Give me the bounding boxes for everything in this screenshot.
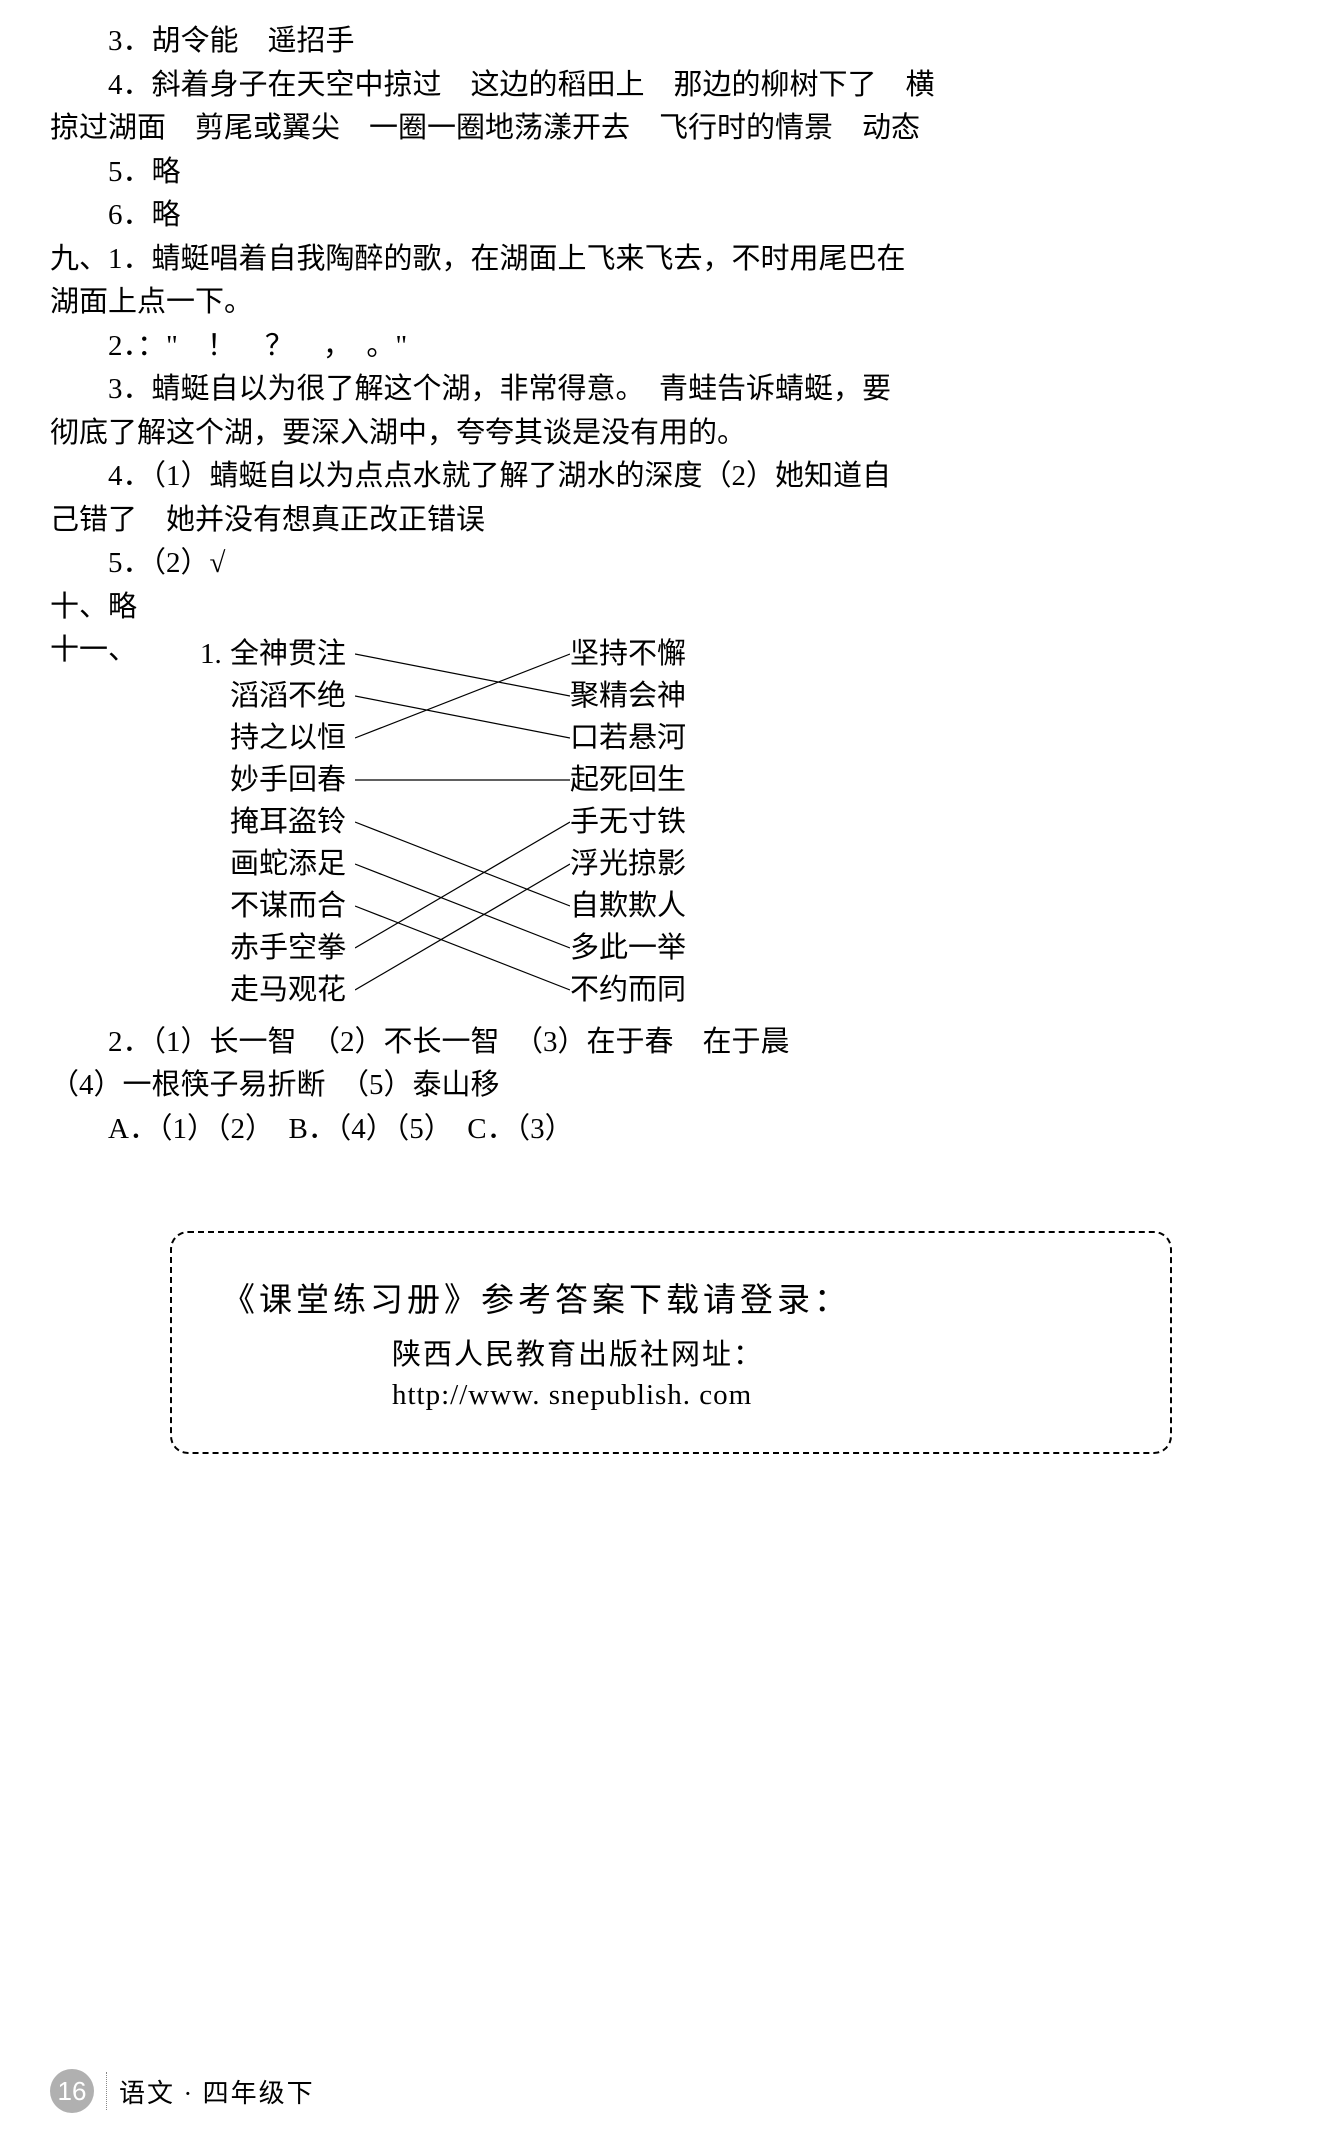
matching-left-column: 全神贯注滔滔不绝持之以恒妙手回春掩耳盗铃画蛇添足不谋而合赤手空拳走马观花	[230, 633, 346, 1011]
section-11-2a: 2．（1）长一智 （2）不长一智 （3）在于春 在于晨	[50, 1021, 1292, 1065]
download-notice-box: 《课堂练习册》参考答案下载请登录： 陕西人民教育出版社网址： http://ww…	[170, 1231, 1172, 1454]
matching-lines	[355, 643, 570, 1013]
section-9-4a: 4．（1）蜻蜓自以为点点水就了解了湖水的深度（2）她知道自	[50, 455, 1292, 499]
section-11-2c: A．（1）（2） B．（4）（5） C．（3）	[50, 1108, 1292, 1152]
match-left-item: 妙手回春	[230, 759, 346, 801]
section-9-2: 2．：" ！ ？ ， 。"	[50, 325, 1292, 369]
matching-number: 1.	[200, 633, 222, 677]
section-9-1a: 九、1．蜻蜓唱着自我陶醉的歌，在湖面上飞来飞去，不时用尾巴在	[50, 238, 1292, 282]
page-subject-label: 语文 · 四年级下	[106, 2072, 315, 2110]
section-10: 十、略	[50, 586, 1292, 630]
publisher-url: http://www. snepublish. com	[392, 1379, 1140, 1412]
matching-right-column: 坚持不懈聚精会神口若悬河起死回生手无寸铁浮光掠影自欺欺人多此一举不约而同	[570, 633, 686, 1011]
match-right-item: 手无寸铁	[570, 801, 686, 843]
match-left-item: 滔滔不绝	[230, 675, 346, 717]
matching-exercise: 1. 全神贯注滔滔不绝持之以恒妙手回春掩耳盗铃画蛇添足不谋而合赤手空拳走马观花 …	[110, 633, 1292, 1013]
match-right-item: 起死回生	[570, 759, 686, 801]
section-9-5: 5．（2）√	[50, 542, 1292, 586]
item-4-line1: 4．斜着身子在天空中掠过 这边的稻田上 那边的柳树下了 横	[50, 64, 1292, 108]
match-left-item: 掩耳盗铃	[230, 801, 346, 843]
match-right-item: 不约而同	[570, 969, 686, 1011]
section-9-3b: 彻底了解这个湖，要深入湖中，夸夸其谈是没有用的。	[50, 412, 1292, 456]
match-left-item: 不谋而合	[230, 885, 346, 927]
page-number: 16	[50, 2069, 94, 2113]
publisher-label: 陕西人民教育出版社网址：	[392, 1331, 1140, 1373]
match-right-item: 聚精会神	[570, 675, 686, 717]
match-right-item: 自欺欺人	[570, 885, 686, 927]
match-left-item: 全神贯注	[230, 633, 346, 675]
item-6: 6．略	[50, 194, 1292, 238]
match-right-item: 浮光掠影	[570, 843, 686, 885]
match-right-item: 坚持不懈	[570, 633, 686, 675]
match-right-item: 口若悬河	[570, 717, 686, 759]
document-content: 3．胡令能 遥招手 4．斜着身子在天空中掠过 这边的稻田上 那边的柳树下了 横 …	[50, 20, 1292, 1151]
section-11-2b: （4）一根筷子易折断 （5）泰山移	[50, 1064, 1292, 1108]
section-9-3a: 3．蜻蜓自以为很了解这个湖，非常得意。 青蛙告诉蜻蜓，要	[50, 368, 1292, 412]
match-right-item: 多此一举	[570, 927, 686, 969]
match-left-item: 赤手空拳	[230, 927, 346, 969]
item-4-line2: 掠过湖面 剪尾或翼尖 一圈一圈地荡漾开去 飞行时的情景 动态	[50, 107, 1292, 151]
match-left-item: 持之以恒	[230, 717, 346, 759]
page-footer: 16 语文 · 四年级下	[50, 2069, 315, 2113]
section-9-4b: 己错了 她并没有想真正改正错误	[50, 499, 1292, 543]
item-5: 5．略	[50, 151, 1292, 195]
item-3: 3．胡令能 遥招手	[50, 20, 1292, 64]
download-title: 《课堂练习册》参考答案下载请登录：	[222, 1273, 1140, 1321]
match-left-item: 走马观花	[230, 969, 346, 1011]
section-9-1b: 湖面上点一下。	[50, 281, 1292, 325]
match-left-item: 画蛇添足	[230, 843, 346, 885]
